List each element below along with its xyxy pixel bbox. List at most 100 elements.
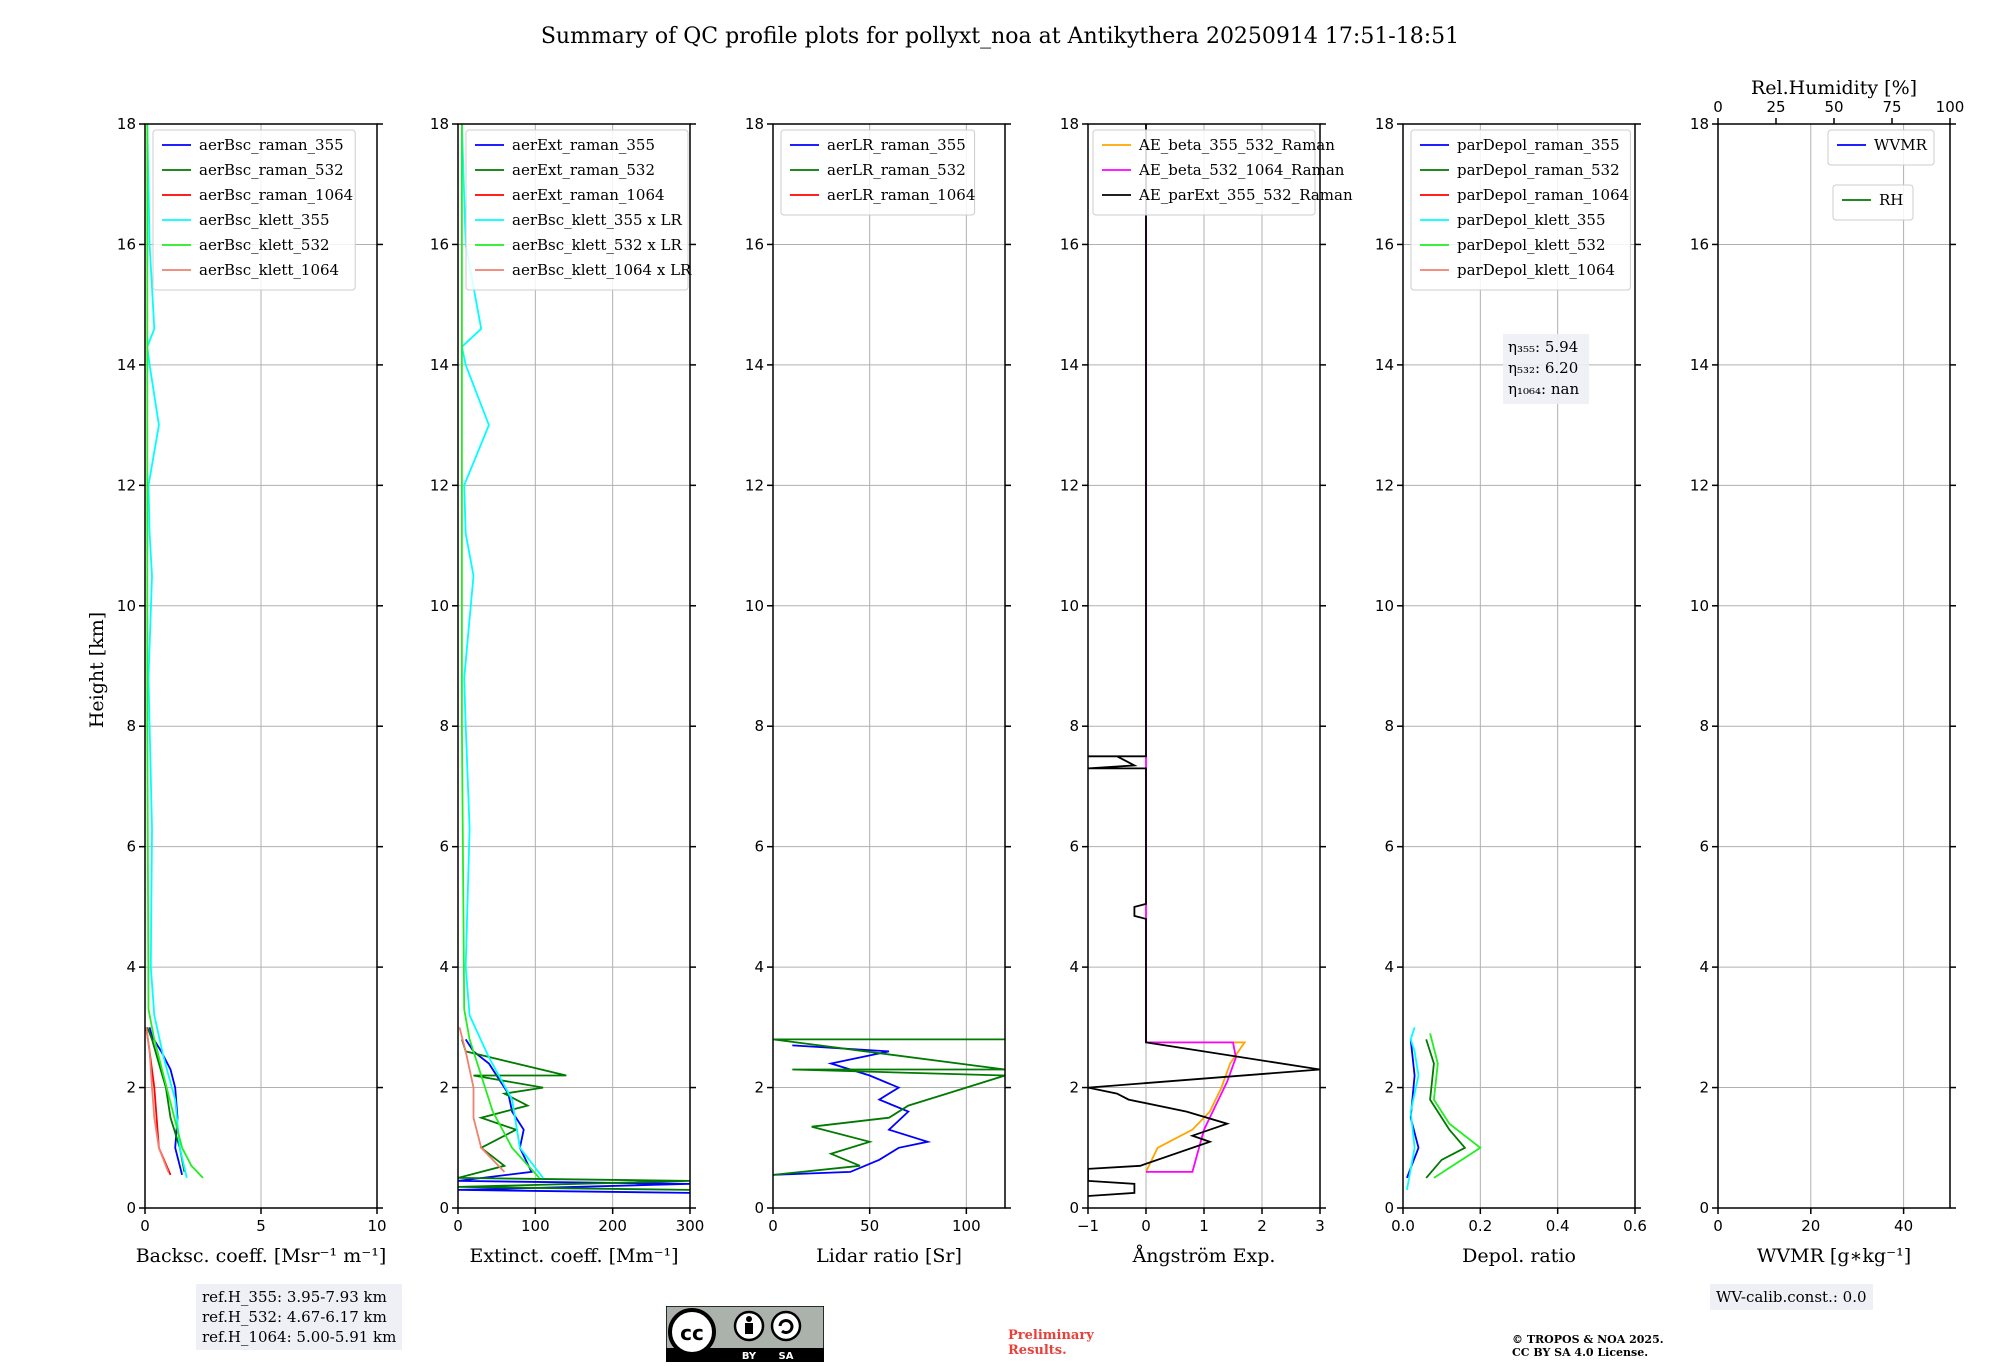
series-group bbox=[1088, 124, 1320, 1197]
ytick-label: 12 bbox=[430, 476, 449, 494]
legend-entry: parDepol_klett_1064 bbox=[1457, 261, 1615, 279]
ytick-label: 10 bbox=[1060, 597, 1079, 615]
panel-1: 0 2 4 6 8 10 12 14 16 18 0 5 10 Backsc. coeff. [Msr⁻¹… bbox=[117, 115, 387, 1267]
copyright-note: © TROPOS & NOA 2025. CC BY SA 4.0 Licens… bbox=[1512, 1333, 1664, 1359]
series-line-AE_beta_355_532_Raman bbox=[1145, 1027, 1247, 1173]
legend-entry: aerBsc_raman_532 bbox=[199, 161, 344, 179]
ytick-label: 18 bbox=[430, 115, 449, 133]
ytick-label: 4 bbox=[754, 958, 764, 976]
ytick-label: 2 bbox=[439, 1079, 449, 1097]
ytick-label: 8 bbox=[126, 717, 136, 735]
legend-box bbox=[1410, 129, 1631, 291]
axes-frame bbox=[144, 123, 378, 1209]
ytick-label: 2 bbox=[126, 1079, 136, 1097]
xtick-label: 2 bbox=[1257, 1217, 1267, 1235]
ytick-label: 8 bbox=[1069, 717, 1079, 735]
ytick-label: 0 bbox=[1699, 1199, 1709, 1217]
ytick-label: 2 bbox=[754, 1079, 764, 1097]
series-line-aerBsc_klett_355 x LR bbox=[460, 124, 544, 1179]
xtick-label: 0 bbox=[140, 1217, 150, 1235]
xtick-label: 1 bbox=[1199, 1217, 1209, 1235]
refh-355: ref.H_355: 3.95-7.93 km bbox=[202, 1288, 387, 1306]
ytick-label: 10 bbox=[430, 597, 449, 615]
eta-annotation: η₁₀₆₄: nan bbox=[1508, 380, 1579, 398]
series-line-aerBsc_klett_1064 bbox=[145, 1027, 170, 1173]
legend-entry: parDepol_klett_532 bbox=[1457, 236, 1606, 254]
ytick-label: 6 bbox=[439, 838, 449, 856]
legend-entry: WVMR bbox=[1874, 136, 1928, 154]
series-line-aerExt_raman_532 bbox=[458, 1039, 690, 1191]
xtick-label: 300 bbox=[676, 1217, 705, 1235]
legend-entry: aerLR_raman_1064 bbox=[827, 186, 975, 204]
wv-calib-box: WV-calib.const.: 0.0 bbox=[1710, 1284, 1873, 1310]
ytick-label: 16 bbox=[430, 235, 449, 253]
legend-box bbox=[152, 129, 356, 291]
ytick-label: 14 bbox=[1375, 356, 1394, 374]
legend-entry: parDepol_raman_1064 bbox=[1457, 186, 1629, 204]
axes-frame bbox=[772, 123, 1006, 1209]
legend-entry: parDepol_klett_355 bbox=[1457, 211, 1606, 229]
ytick-label: 14 bbox=[1060, 356, 1079, 374]
series-line-aerBsc_klett_1064 x LR bbox=[458, 1027, 506, 1173]
panel-3: 0 2 4 6 8 10 12 14 16 18 0 50 100 Lidar ratio [Sr] aer… bbox=[745, 115, 1011, 1267]
series-line-aerLR_raman_355 bbox=[773, 1044, 932, 1176]
axes-frame bbox=[1717, 123, 1951, 1209]
eta-annotation: η₃₅₅: 5.94 bbox=[1508, 338, 1578, 356]
ytick-label: 14 bbox=[745, 356, 764, 374]
legend-entry: AE_beta_355_532_Raman bbox=[1138, 136, 1335, 154]
ytick-label: 6 bbox=[754, 838, 764, 856]
series-group bbox=[773, 1038, 1005, 1176]
ytick-label: 4 bbox=[1384, 958, 1394, 976]
copyright-line2: CC BY SA 4.0 License. bbox=[1512, 1346, 1649, 1359]
ytick-label: 14 bbox=[430, 356, 449, 374]
xtick-label: 100 bbox=[952, 1217, 981, 1235]
legend-entry: RH bbox=[1879, 191, 1903, 209]
ytick-label: 14 bbox=[117, 356, 136, 374]
panel-5: 0 2 4 6 8 10 12 14 16 18 0.0 0.2 0.4 0.6 Depol. ratio p… bbox=[1375, 115, 1647, 1267]
xtick-label: 0.4 bbox=[1546, 1217, 1570, 1235]
cc-icon bbox=[668, 1308, 716, 1356]
top-xtick-label: 50 bbox=[1824, 98, 1843, 116]
legend-entry: aerLR_raman_355 bbox=[827, 136, 966, 154]
ytick-label: 10 bbox=[745, 597, 764, 615]
legend-entry: parDepol_raman_355 bbox=[1457, 136, 1620, 154]
ytick-label: 0 bbox=[439, 1199, 449, 1217]
series-line-aerBsc_klett_355 bbox=[146, 124, 188, 1179]
xtick-label: 100 bbox=[521, 1217, 550, 1235]
x-axis-label: Ångström Exp. bbox=[1132, 1245, 1276, 1267]
xtick-label: 0.6 bbox=[1623, 1217, 1647, 1235]
legend-entry: aerLR_raman_532 bbox=[827, 161, 966, 179]
ytick-label: 12 bbox=[1690, 476, 1709, 494]
ytick-label: 18 bbox=[117, 115, 136, 133]
ytick-label: 0 bbox=[1069, 1199, 1079, 1217]
legend-box bbox=[1092, 129, 1316, 216]
x-axis-label: WVMR [g∗kg⁻¹] bbox=[1757, 1245, 1911, 1267]
series-line-parDepol_raman_532 bbox=[1425, 1039, 1467, 1179]
legend-entry: aerBsc_klett_355 bbox=[199, 211, 330, 229]
ytick-label: 18 bbox=[1060, 115, 1079, 133]
legend-box bbox=[780, 129, 976, 216]
ytick-label: 10 bbox=[1375, 597, 1394, 615]
ytick-label: 12 bbox=[1060, 476, 1079, 494]
ytick-label: 4 bbox=[1069, 958, 1079, 976]
series-group bbox=[145, 124, 204, 1179]
ytick-label: 10 bbox=[1690, 597, 1709, 615]
ytick-label: 16 bbox=[1060, 235, 1079, 253]
legend-box bbox=[1827, 129, 1935, 166]
legend-entry: aerBsc_klett_1064 x LR bbox=[512, 261, 692, 279]
legend-entry: aerBsc_klett_532 bbox=[199, 236, 330, 254]
preliminary-line2: Results. bbox=[1008, 1343, 1067, 1358]
ytick-label: 0 bbox=[1384, 1199, 1394, 1217]
ytick-label: 16 bbox=[1375, 235, 1394, 253]
xtick-label: 200 bbox=[598, 1217, 627, 1235]
legend-entry: aerBsc_klett_532 x LR bbox=[512, 236, 683, 254]
ytick-label: 2 bbox=[1384, 1079, 1394, 1097]
xtick-label: 40 bbox=[1894, 1217, 1913, 1235]
sa-icon bbox=[770, 1310, 802, 1342]
ytick-label: 16 bbox=[745, 235, 764, 253]
axes-frame bbox=[457, 123, 691, 1209]
legend-entry: aerBsc_klett_1064 bbox=[199, 261, 339, 279]
legend-entry: AE_beta_532_1064_Raman bbox=[1138, 161, 1345, 179]
eta-box bbox=[1503, 334, 1589, 404]
